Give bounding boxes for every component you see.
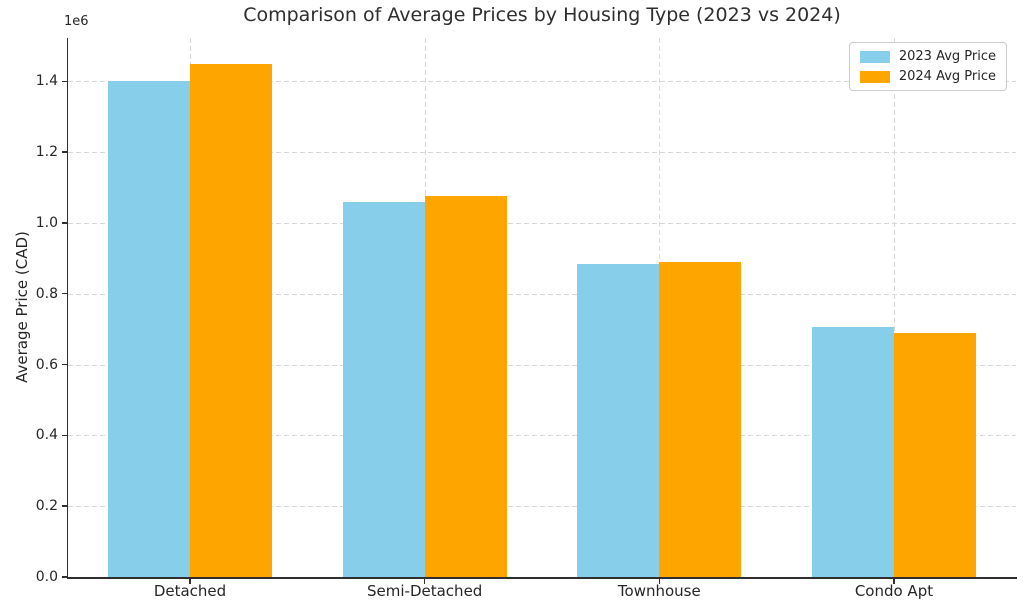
bar-2023-condo-apt bbox=[811, 327, 894, 577]
y-tick-mark bbox=[61, 80, 67, 83]
legend-label: 2024 Avg Price bbox=[898, 69, 996, 84]
gridline-h bbox=[68, 506, 1016, 508]
legend: 2023 Avg Price 2024 Avg Price bbox=[848, 42, 1007, 91]
bar-2023-semi-detached bbox=[342, 201, 425, 577]
x-tick-mark bbox=[189, 578, 191, 584]
y-tick-label: 0.2 bbox=[35, 498, 58, 515]
gridline-h bbox=[68, 81, 1016, 83]
legend-swatch-2024 bbox=[859, 70, 890, 83]
gridline-h bbox=[68, 435, 1016, 437]
x-tick-label: Condo Apt bbox=[854, 582, 934, 600]
y-tick-mark bbox=[61, 576, 67, 578]
y-tick-label: 1.0 bbox=[35, 214, 58, 231]
y-tick-label: 0.6 bbox=[35, 356, 58, 373]
gridline-h bbox=[68, 222, 1016, 224]
bar-2024-detached bbox=[190, 63, 273, 577]
y-tick-label: 0.0 bbox=[35, 569, 58, 585]
legend-item: 2023 Avg Price bbox=[859, 49, 996, 64]
plot-area bbox=[68, 38, 1016, 577]
x-tick-mark bbox=[893, 578, 895, 584]
y-axis-spine bbox=[66, 38, 68, 579]
x-axis-spine bbox=[66, 577, 1017, 579]
y-tick-label: 1.2 bbox=[35, 144, 58, 161]
y-tick-label: 0.8 bbox=[35, 285, 58, 302]
y-tick-mark bbox=[61, 505, 67, 507]
x-tick-label: Townhouse bbox=[617, 582, 701, 600]
y-tick-label: 0.4 bbox=[35, 427, 58, 444]
legend-swatch-2023 bbox=[859, 50, 890, 63]
x-tick-label: Detached bbox=[153, 582, 227, 600]
x-tick-mark bbox=[658, 578, 661, 584]
bar-2024-townhouse bbox=[659, 261, 742, 577]
gridline-h bbox=[68, 364, 1016, 366]
y-tick-mark bbox=[61, 363, 67, 366]
y-tick-mark bbox=[61, 222, 67, 224]
x-tick-mark bbox=[423, 578, 426, 584]
bar-2023-detached bbox=[107, 81, 191, 577]
gridline-h bbox=[68, 293, 1016, 295]
y-tick-mark bbox=[61, 434, 67, 437]
bar-2023-townhouse bbox=[577, 263, 660, 577]
y-axis-offset-label: 1e6 bbox=[64, 14, 89, 29]
gridline-v bbox=[893, 38, 895, 577]
x-tick-label: Semi-Detached bbox=[367, 582, 483, 600]
gridline-h bbox=[68, 152, 1016, 154]
chart-title: Comparison of Average Prices by Housing … bbox=[243, 4, 841, 26]
y-tick-mark bbox=[61, 293, 67, 295]
legend-item: 2024 Avg Price bbox=[859, 69, 996, 84]
y-tick-label: 1.4 bbox=[35, 73, 58, 90]
bar-2024-condo-apt bbox=[893, 332, 977, 577]
legend-label: 2023 Avg Price bbox=[898, 49, 996, 64]
y-tick-mark bbox=[61, 151, 67, 153]
bar-2024-semi-detached bbox=[424, 196, 507, 577]
